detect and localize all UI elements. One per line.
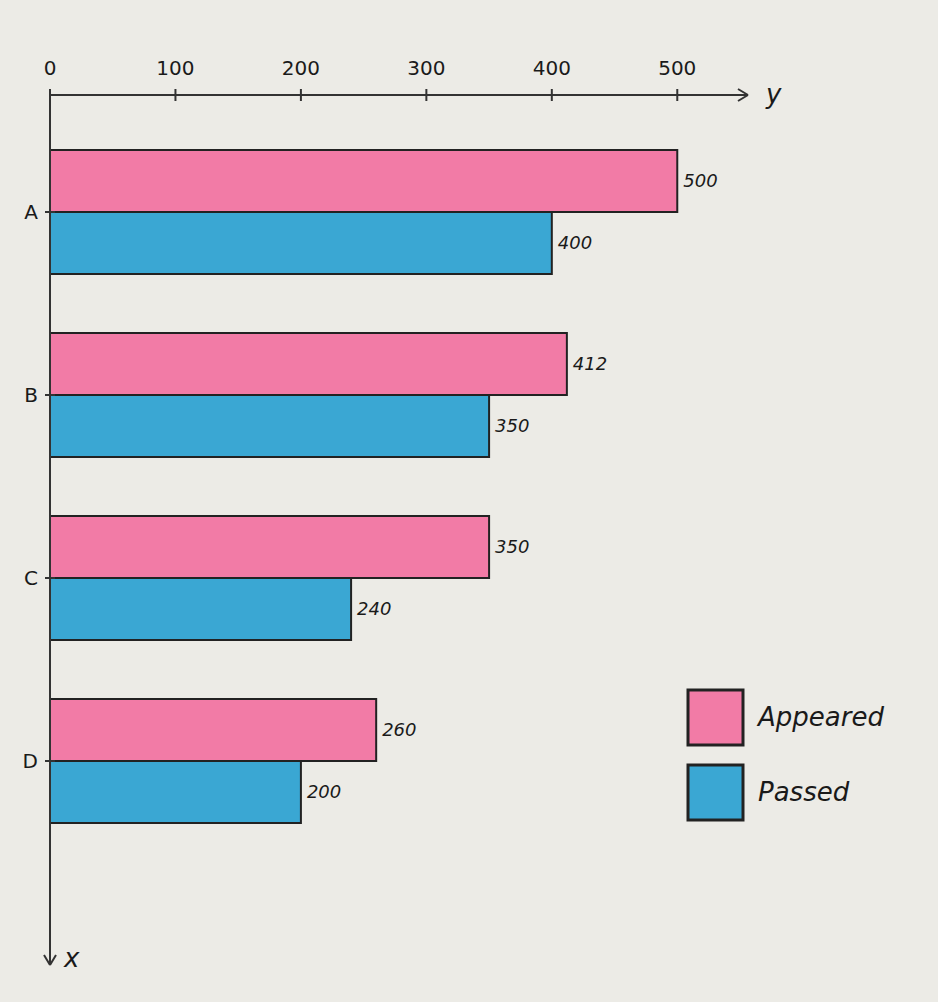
category-label: A [24, 200, 38, 224]
axis-arrow [738, 89, 748, 101]
category-label: D [23, 749, 38, 773]
category-tick [45, 394, 55, 396]
value-axis [50, 94, 748, 96]
bar [50, 761, 301, 823]
data-label: 200 [307, 781, 341, 802]
data-label: 350 [495, 415, 529, 436]
data-label: 500 [683, 170, 717, 191]
legend-swatch [688, 690, 743, 745]
bar [50, 212, 552, 274]
tick [676, 89, 678, 101]
tick-label: 100 [156, 56, 194, 80]
axis-title: x [63, 943, 80, 973]
bar [50, 333, 567, 395]
tick-label: 0 [44, 56, 57, 80]
background [0, 0, 938, 1002]
data-label: 400 [558, 232, 592, 253]
category-tick [45, 577, 55, 579]
legend: Appeared Passed [688, 690, 884, 820]
axis-title: y [765, 79, 782, 109]
bar [50, 699, 376, 761]
category-tick [45, 760, 55, 762]
category-axis [49, 95, 51, 965]
bar [50, 516, 489, 578]
tick [425, 89, 427, 101]
tick [551, 89, 553, 101]
tick-label: 500 [658, 56, 696, 80]
bar [50, 395, 489, 457]
tick-label: 300 [407, 56, 445, 80]
data-label: 260 [382, 719, 416, 740]
bars [50, 150, 677, 823]
data-label: 240 [357, 598, 391, 619]
category-label: B [24, 383, 38, 407]
tick [174, 89, 176, 101]
tick-label: 200 [282, 56, 320, 80]
bar [50, 578, 351, 640]
data-label: 350 [495, 536, 529, 557]
legend-swatch [688, 765, 743, 820]
data-label: 412 [573, 353, 607, 374]
category-label: C [24, 566, 38, 590]
bar [50, 150, 677, 212]
data-labels: 500 412 350 260 400 350 240 200 [307, 170, 718, 802]
axis-arrow [44, 955, 56, 965]
tick-label: 400 [533, 56, 571, 80]
legend-label: Passed [758, 777, 850, 807]
legend-label: Appeared [756, 702, 884, 732]
tick [300, 89, 302, 101]
chart: 5004123502604003502402000100200300400500… [0, 0, 938, 1002]
category-tick [45, 211, 55, 213]
